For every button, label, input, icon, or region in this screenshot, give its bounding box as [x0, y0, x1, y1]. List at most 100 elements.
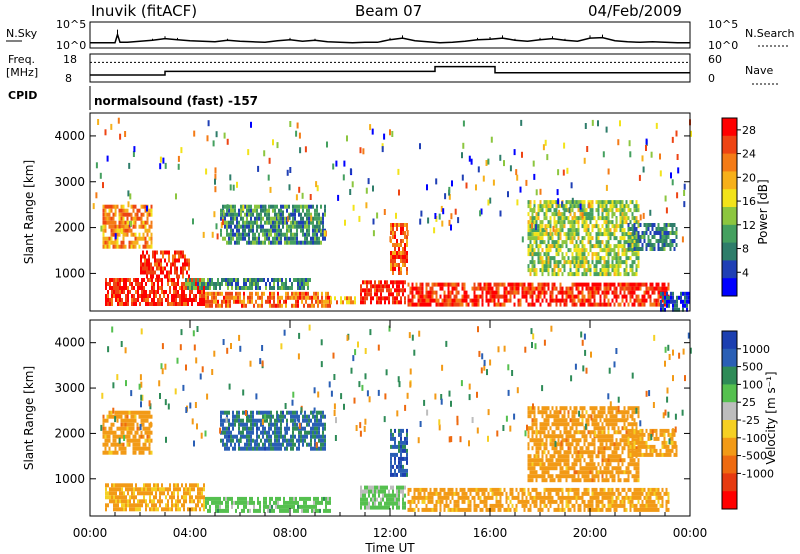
velocity-cell — [254, 446, 256, 451]
power-cell — [400, 223, 402, 227]
velocity-cell — [449, 507, 452, 512]
velocity-cell — [271, 496, 273, 501]
power-cell — [529, 244, 532, 249]
power-cell — [579, 264, 582, 269]
power-sparse-cell — [104, 129, 107, 136]
power-cell — [575, 232, 578, 237]
power-cell — [621, 200, 624, 205]
velocity-cell — [127, 499, 129, 504]
power-cell — [296, 204, 298, 209]
power-cell — [123, 290, 125, 294]
power-cell — [571, 256, 574, 261]
velocity-cell — [413, 491, 416, 496]
velocity-cell — [601, 487, 604, 492]
power-cell — [561, 240, 564, 245]
power-cell — [541, 204, 544, 209]
power-cell — [613, 256, 616, 261]
power-cell — [579, 216, 582, 221]
power-cell — [459, 298, 462, 303]
power-cell — [362, 296, 364, 301]
power-cell — [176, 274, 178, 279]
velocity-cell — [265, 496, 267, 501]
velocity-cell — [179, 487, 181, 492]
power-cell — [645, 298, 648, 303]
velocity-cell — [366, 501, 368, 506]
power-cell — [571, 208, 574, 213]
velocity-cell — [231, 496, 233, 501]
velocity-cell — [307, 504, 309, 509]
velocity-cell — [134, 414, 137, 419]
power-cell — [441, 298, 444, 303]
velocity-cell — [372, 493, 374, 498]
power-cell — [545, 224, 548, 229]
velocity-cell — [113, 483, 115, 488]
velocity-cell — [406, 440, 408, 445]
power-cell — [144, 204, 147, 209]
velocity-cell — [246, 426, 248, 431]
power-sparse-cell — [272, 139, 274, 146]
power-cell — [543, 216, 546, 221]
power-cell — [595, 282, 598, 287]
power-cell — [645, 247, 648, 251]
velocity-cell — [392, 485, 394, 490]
power-cell — [313, 303, 315, 308]
power-cell — [421, 290, 424, 295]
power-cell — [225, 278, 227, 282]
power-cell — [304, 224, 306, 229]
power-cell — [251, 286, 253, 290]
velocity-cell — [549, 487, 552, 492]
velocity-cell — [269, 500, 271, 505]
power-cell — [406, 223, 408, 227]
power-cell — [531, 282, 534, 287]
power-cell — [663, 286, 666, 291]
power-cell — [423, 294, 426, 299]
velocity-cell — [253, 500, 255, 505]
power-cell — [551, 236, 554, 241]
power-cell — [258, 232, 260, 237]
velocity-cell — [274, 442, 276, 447]
velocity-cell — [240, 418, 242, 423]
velocity-cell — [274, 434, 276, 439]
power-cell — [629, 232, 632, 237]
velocity-cell — [236, 438, 238, 443]
power-cell — [601, 216, 604, 221]
power-cell — [308, 208, 310, 213]
power-cell — [495, 290, 498, 295]
power-cell — [673, 247, 676, 251]
velocity-cell — [248, 442, 250, 447]
power-cell — [615, 272, 618, 277]
power-cell — [557, 236, 560, 241]
power-cell — [481, 298, 484, 303]
power-cell — [394, 255, 396, 259]
power-cell — [553, 260, 556, 265]
power-cell — [625, 212, 628, 217]
velocity-cell — [398, 464, 400, 469]
velocity-cell — [404, 440, 406, 445]
velocity-cell — [108, 430, 111, 435]
power-cell — [273, 299, 275, 304]
velocity-cell — [449, 491, 452, 496]
power-cell — [531, 302, 534, 307]
velocity-cell — [140, 450, 143, 455]
power-cell — [400, 251, 402, 255]
power-sparse-cell — [175, 193, 177, 200]
power-cell — [272, 220, 274, 225]
power-cell — [296, 224, 298, 229]
power-cell — [613, 272, 616, 277]
power-cell — [170, 262, 172, 267]
power-cell — [597, 252, 600, 257]
power-cell — [633, 216, 636, 221]
power-cell — [549, 298, 552, 303]
velocity-cell — [449, 487, 452, 492]
power-cell — [140, 212, 143, 217]
power-cell — [312, 220, 314, 225]
velocity-cell — [485, 507, 488, 512]
velocity-cell — [390, 456, 392, 461]
velocity-cell — [245, 500, 247, 505]
power-cell — [290, 232, 292, 237]
power-cell — [278, 240, 280, 245]
velocity-cell — [128, 438, 131, 443]
velocity-cell — [224, 430, 226, 435]
velocity-cell — [144, 426, 147, 431]
velocity-cell — [231, 504, 233, 509]
